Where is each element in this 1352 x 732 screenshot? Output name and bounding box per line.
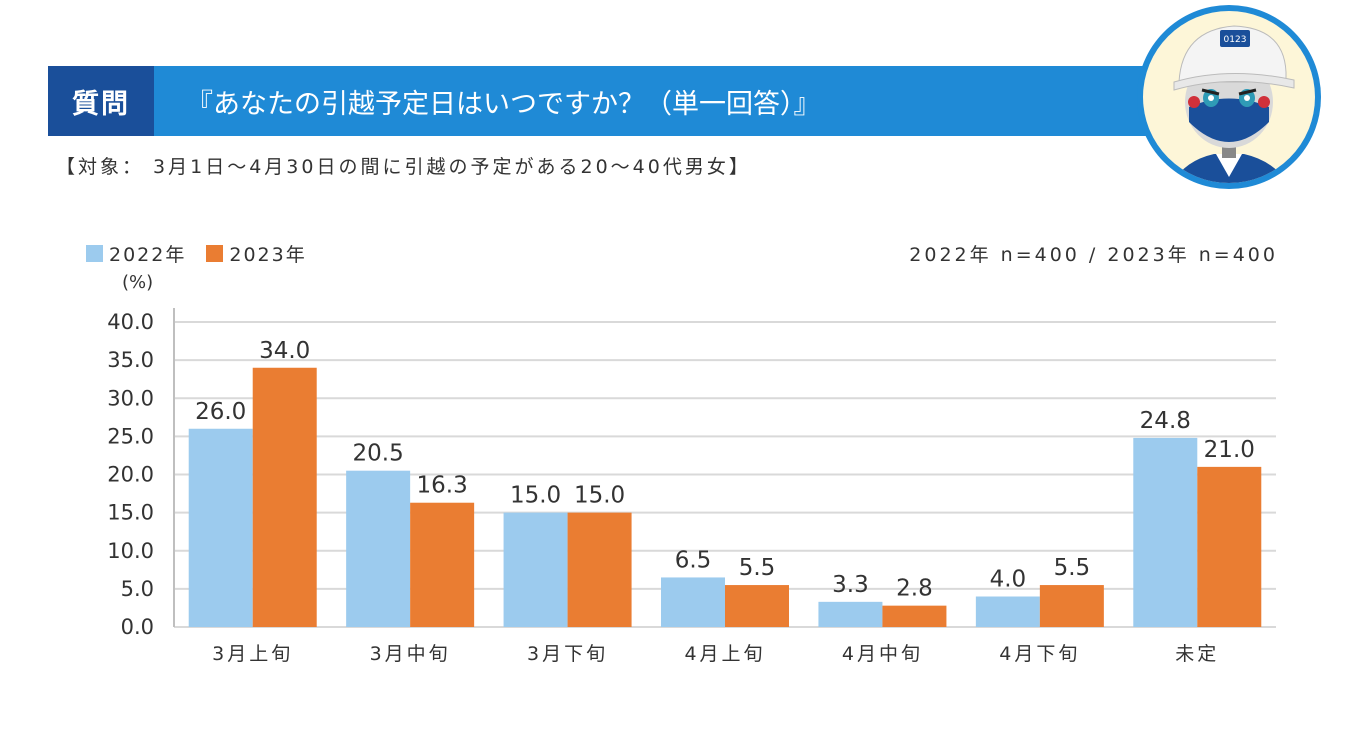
x-tick-label: 4月上旬 <box>684 643 765 665</box>
bar-2022 <box>503 512 568 627</box>
bar-2023 <box>1039 585 1104 627</box>
data-label-2022: 26.0 <box>195 399 246 425</box>
data-label-2023: 15.0 <box>574 483 625 509</box>
legend-item-2022: 2022年 <box>86 240 186 267</box>
y-unit-label: (%) <box>122 272 154 293</box>
bar-2022 <box>975 596 1040 627</box>
x-tick-label: 3月中旬 <box>370 643 451 665</box>
legend-label-2022: 2022年 <box>109 244 187 266</box>
bar-2022 <box>818 601 883 627</box>
data-label-2023: 2.8 <box>896 576 933 602</box>
data-label-2022: 24.8 <box>1140 408 1191 434</box>
target-note: 【対象： 3月1日～4月30日の間に引越の予定がある20～40代男女】 <box>56 156 751 178</box>
data-label-2023: 21.0 <box>1204 437 1255 463</box>
y-tick-label: 35.0 <box>107 348 154 372</box>
question-banner: 質問 『あなたの引越予定日はいつですか？（単一回答）』 <box>48 66 1158 136</box>
data-label-2022: 20.5 <box>353 441 404 467</box>
data-label-2023: 5.5 <box>739 555 776 581</box>
legend-label-2023: 2023年 <box>229 244 307 266</box>
data-label-2022: 4.0 <box>990 567 1027 593</box>
bar-2023 <box>882 605 947 627</box>
y-tick-label: 15.0 <box>107 501 154 525</box>
mascot-image: 0123 <box>1134 2 1324 192</box>
bar-2022 <box>661 577 725 627</box>
x-tick-label: 未定 <box>1175 643 1219 665</box>
bar-2023 <box>725 585 789 627</box>
sample-size-note: 2022年 n=400 / 2023年 n=400 <box>909 244 1278 266</box>
x-tick-label: 4月下旬 <box>999 643 1080 665</box>
chart-legend: 2022年 2023年 <box>86 240 307 267</box>
bar-2022 <box>346 470 411 627</box>
bar-2023 <box>1197 466 1262 627</box>
question-label: 質問 <box>48 66 154 136</box>
bar-2023 <box>252 367 317 627</box>
x-tick-label: 4月中旬 <box>842 643 923 665</box>
data-label-2023: 34.0 <box>259 338 310 364</box>
question-text: 『あなたの引越予定日はいつですか？（単一回答）』 <box>186 88 821 120</box>
x-tick-label: 3月下旬 <box>527 643 608 665</box>
y-tick-label: 0.0 <box>121 615 154 639</box>
bar-2022 <box>1133 437 1198 627</box>
bar-2022 <box>188 428 253 627</box>
y-tick-label: 5.0 <box>121 577 154 601</box>
y-tick-label: 10.0 <box>107 539 154 563</box>
y-tick-label: 25.0 <box>107 424 154 448</box>
legend-swatch-2023 <box>206 245 224 262</box>
y-tick-label: 20.0 <box>107 463 154 487</box>
bar-2023 <box>567 512 632 627</box>
y-tick-label: 30.0 <box>107 386 154 410</box>
data-label-2022: 6.5 <box>675 547 712 573</box>
svg-text:0123: 0123 <box>1224 35 1247 45</box>
legend-swatch-2022 <box>86 245 103 262</box>
bar-2023 <box>410 502 475 627</box>
y-tick-label: 40.0 <box>107 310 154 334</box>
data-label-2022: 15.0 <box>510 483 561 509</box>
x-tick-label: 3月上旬 <box>212 643 293 665</box>
legend-item-2023: 2023年 <box>206 240 306 267</box>
data-label-2022: 3.3 <box>832 572 869 598</box>
data-label-2023: 16.3 <box>417 473 468 499</box>
data-label-2023: 5.5 <box>1054 555 1091 581</box>
